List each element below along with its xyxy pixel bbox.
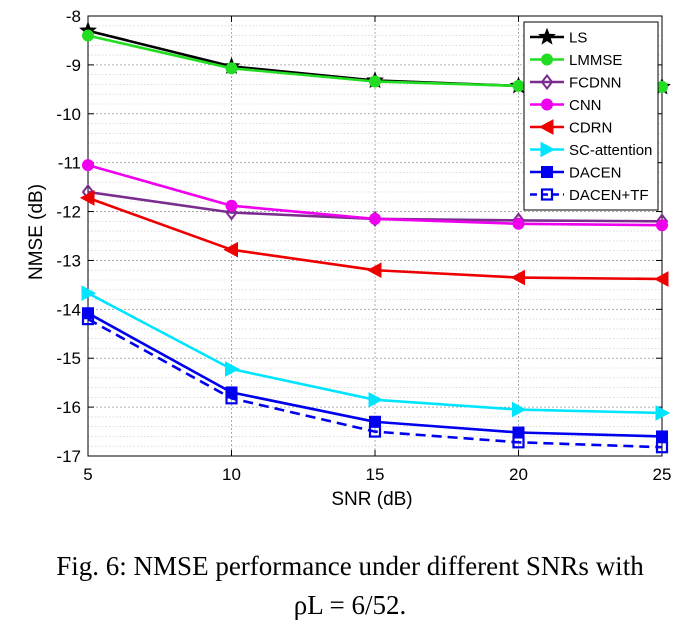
y-tick-label: -16 [56,398,81,417]
grid [88,16,662,456]
data-point [225,392,238,405]
legend-entry: CDRN [530,119,612,137]
y-tick-label: -15 [56,349,81,368]
y-tick-label: -9 [66,56,81,75]
legend-marker [540,188,554,201]
y-tick-label: -8 [66,7,81,26]
x-tick-label: 5 [83,465,92,484]
legend-label: SC-attention [569,142,652,159]
data-point [653,271,669,287]
data-point [656,219,668,232]
data-point [82,29,94,42]
legend-entry: SC-attention [530,141,652,159]
legend-box [523,21,659,211]
data-point [656,430,668,443]
legend-entry: DACEN [530,165,622,182]
tick-labels: -8 -9 -10 -11 -12 -13 -14 -15 -16 -175 10 15 20 25 [56,7,671,484]
legend-marker [540,141,556,158]
legend-entry: LS [530,27,587,47]
data-point [82,159,94,172]
legend-marker [541,98,553,111]
data-point [512,401,527,418]
legend-marker [538,119,554,135]
series-dacen-tf [81,313,669,454]
data-point [223,241,238,258]
legend: LS LMMSE FCDNN CNN CDRN SC-attention DACEN DACE… [523,21,659,211]
y-tick-label: -10 [56,105,81,124]
y-tick-label: -17 [56,447,81,466]
y-tick-label: -11 [58,154,81,173]
legend-label: CDRN [569,120,612,137]
data-point [368,391,384,408]
y-tick-label: -14 [56,300,81,319]
data-point [81,313,95,326]
legend-label: CNN [569,97,602,114]
data-point [512,436,525,449]
x-tick-label: 25 [653,465,672,484]
data-point [512,217,525,230]
legend-label: DACEN [569,165,622,182]
figure-caption-line-1: Fig. 6: NMSE performance under different… [56,551,644,581]
data-point [512,79,525,92]
legend-label: LS [569,30,587,47]
data-point [369,212,381,225]
data-point [79,190,95,206]
legend-marker [541,53,553,66]
legend-entry: DACEN+TF [530,187,649,204]
data-point [366,262,382,279]
legend-label: FCDNN [569,75,622,92]
series-group [79,21,671,454]
legend-entry: LMMSE [530,52,622,69]
data-point [655,405,671,421]
x-axis-title: SNR (dB) [331,489,412,510]
legend-marker [538,27,556,45]
series-cnn [82,159,668,232]
x-tick-label: 20 [509,465,528,484]
legend-marker [541,166,553,178]
figure-caption-line-2-text: ρL = 6/52. [293,590,407,620]
series-sc-attention [81,285,671,421]
data-point [225,199,238,212]
data-point [369,75,381,88]
x-tick-label: 10 [222,465,241,484]
data-point [225,361,240,377]
legend-entry: CNN [530,97,602,114]
legend-label: LMMSE [569,52,622,69]
y-tick-label: -12 [56,203,81,222]
series-cdrn [79,190,669,287]
legend-entry: FCDNN [530,73,622,92]
series-line [87,317,663,449]
data-point [368,425,382,438]
data-point [225,62,238,75]
legend-marker [540,73,554,91]
data-point [510,269,525,286]
data-point [655,441,669,454]
data-point [81,285,97,302]
series-dacen [82,307,668,443]
y-tick-label: -13 [56,251,81,270]
x-tick-label: 15 [366,465,385,484]
y-axis-title: NMSE (dB) [26,184,47,280]
nmse-chart: -8 -9 -10 -11 -12 -13 -14 -15 -16 -175 10 15 20 25 SN… [26,7,671,510]
figure-caption-line-2: ρL = 6/52. [0,590,700,621]
legend-label: DACEN+TF [569,187,649,204]
